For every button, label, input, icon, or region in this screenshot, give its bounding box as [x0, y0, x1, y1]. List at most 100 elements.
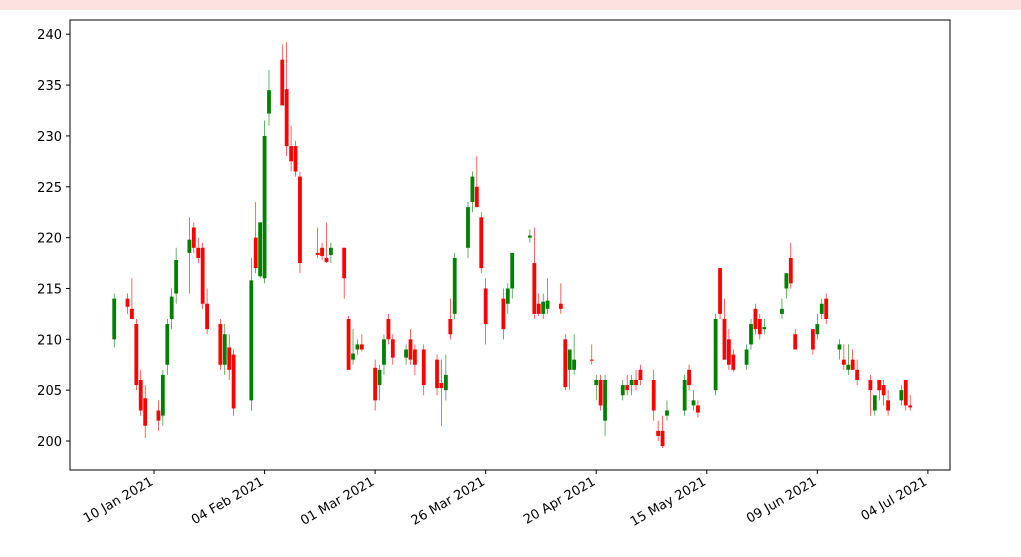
candle-body — [143, 398, 148, 426]
candle-body — [868, 380, 873, 391]
candle-body — [218, 324, 223, 365]
candle-body — [634, 380, 638, 386]
candle-body — [289, 146, 294, 162]
candle-body — [505, 288, 510, 304]
candle-body — [784, 273, 789, 289]
candle-body — [346, 318, 351, 370]
candle-body — [793, 334, 798, 350]
candle-body — [249, 280, 254, 401]
candle-body — [780, 308, 784, 314]
candle-body — [541, 301, 546, 314]
y-tick-label: 230 — [37, 130, 62, 145]
candle-body — [355, 344, 360, 350]
candle-body — [620, 385, 625, 396]
candle-body — [855, 369, 860, 380]
candle-body — [169, 296, 174, 319]
y-tick-label: 235 — [37, 79, 62, 94]
x-tick-label: 15 May 2021 — [628, 474, 709, 529]
candle-body — [373, 367, 378, 401]
candle-body — [227, 347, 232, 370]
candle-body — [231, 354, 236, 409]
candle-body — [452, 257, 457, 314]
candle-body — [713, 318, 718, 391]
candle-body — [824, 298, 829, 319]
candle-body — [443, 374, 448, 391]
candle-body — [351, 353, 355, 360]
candle-body — [342, 247, 347, 279]
candle-body — [382, 339, 386, 365]
candle-body — [837, 344, 842, 350]
candle-body — [665, 410, 669, 416]
candle-body — [749, 324, 753, 345]
candle-body — [696, 405, 700, 413]
candle-body — [421, 349, 426, 386]
candle-body — [687, 369, 691, 386]
x-tick-label: 01 Mar 2021 — [298, 474, 377, 528]
candle-body — [753, 308, 758, 330]
candle-body — [638, 369, 643, 380]
candle-body — [598, 380, 603, 406]
candle-body — [298, 176, 302, 264]
candle-body — [134, 324, 139, 386]
candle-body — [527, 235, 532, 238]
x-tick-label: 20 Apr 2021 — [521, 474, 598, 527]
candle-body — [413, 349, 417, 365]
candle-body — [545, 300, 550, 309]
candle-body — [903, 380, 908, 406]
candle-body — [811, 329, 815, 350]
y-tick-label: 210 — [37, 333, 62, 348]
candle-body — [390, 339, 395, 358]
candle-body — [125, 298, 130, 307]
y-tick-label: 225 — [37, 181, 62, 196]
candle-body — [660, 430, 665, 447]
candle-body — [377, 369, 382, 386]
candle-body — [594, 380, 599, 386]
candle-body — [819, 303, 824, 314]
candle-body — [320, 247, 324, 256]
candle-body — [757, 318, 762, 335]
y-tick-label: 215 — [37, 282, 62, 297]
y-tick-label: 200 — [37, 435, 62, 450]
candle-body — [908, 405, 913, 408]
candle-body — [130, 308, 134, 319]
candle-body — [160, 374, 165, 416]
y-tick-label: 205 — [37, 384, 62, 399]
candle-body — [408, 339, 413, 360]
candle-body — [886, 400, 890, 411]
candle-body — [466, 207, 470, 248]
candle-body — [718, 268, 722, 314]
candle-body — [788, 257, 793, 284]
candle-body — [315, 252, 320, 255]
plot-frame — [69, 19, 951, 471]
candle-body — [625, 385, 630, 391]
candle-body — [448, 318, 453, 335]
candle-body — [841, 359, 846, 365]
candle-body — [324, 257, 329, 263]
x-tick-label: 10 Jan 2021 — [81, 474, 156, 526]
candle-body — [850, 359, 855, 370]
candle-body — [329, 247, 333, 255]
candle-body — [470, 176, 475, 203]
candle-body — [156, 410, 161, 421]
candle-body — [404, 349, 408, 358]
candle-body — [439, 383, 444, 389]
x-tick-label: 04 Jul 2021 — [859, 474, 930, 524]
candle-body — [474, 186, 479, 208]
x-tick-label: 26 Mar 2021 — [409, 474, 488, 528]
candle-body — [112, 298, 117, 340]
candle-body — [359, 344, 364, 350]
candle-body — [682, 380, 687, 411]
candle-body — [722, 318, 727, 360]
candle-body — [651, 380, 656, 411]
candle-body — [501, 298, 506, 330]
candle-body — [280, 59, 285, 106]
candle-body — [567, 349, 572, 370]
candle-body — [744, 349, 749, 365]
candle-body — [532, 263, 537, 314]
candle-body — [589, 359, 594, 361]
candle-body — [205, 303, 209, 330]
candle-body — [191, 227, 196, 248]
candle-body — [872, 395, 877, 411]
candle-body — [138, 380, 143, 411]
